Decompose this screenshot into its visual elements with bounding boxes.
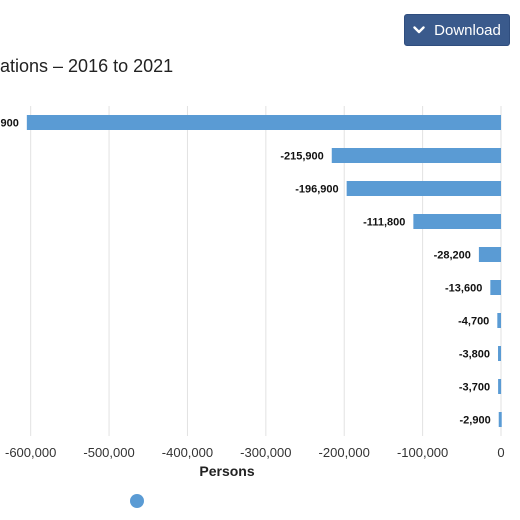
legend-marker[interactable] [130,494,144,508]
x-tick-label: -100,000 [397,445,448,460]
bar [346,181,501,196]
bar-value-label: -13,600 [445,283,482,295]
bar-value-label: ,900 [0,118,19,130]
x-tick-label: -400,000 [162,445,213,460]
bar-value-label: -111,800 [363,217,405,229]
bar [498,379,502,394]
chevron-down-icon [413,26,425,34]
bar-value-label: -3,800 [459,349,490,361]
x-tick-label: -200,000 [319,445,370,460]
x-tick-label: -600,000 [5,445,56,460]
bar [26,115,501,130]
bar-value-label: -3,700 [459,382,490,394]
bar [490,280,501,295]
bar [331,148,501,163]
download-button[interactable]: Download [404,14,510,46]
bar-value-label: -215,900 [280,151,323,163]
download-label: Download [434,21,501,39]
x-tick-label: 0 [497,445,504,460]
x-axis-label: Persons [199,463,254,479]
bar [498,412,502,427]
x-tick-label: -500,000 [83,445,134,460]
bar-value-label: -4,700 [458,316,489,328]
bar-value-label: -2,900 [460,415,491,427]
bar [498,346,502,361]
bar [413,214,501,229]
bar-value-label: -196,900 [295,184,338,196]
x-tick-label: -300,000 [240,445,291,460]
chart-title: ations – 2016 to 2021 [0,56,174,76]
bar-value-label: -28,200 [434,250,471,262]
bar [497,313,501,328]
bar [478,247,501,262]
